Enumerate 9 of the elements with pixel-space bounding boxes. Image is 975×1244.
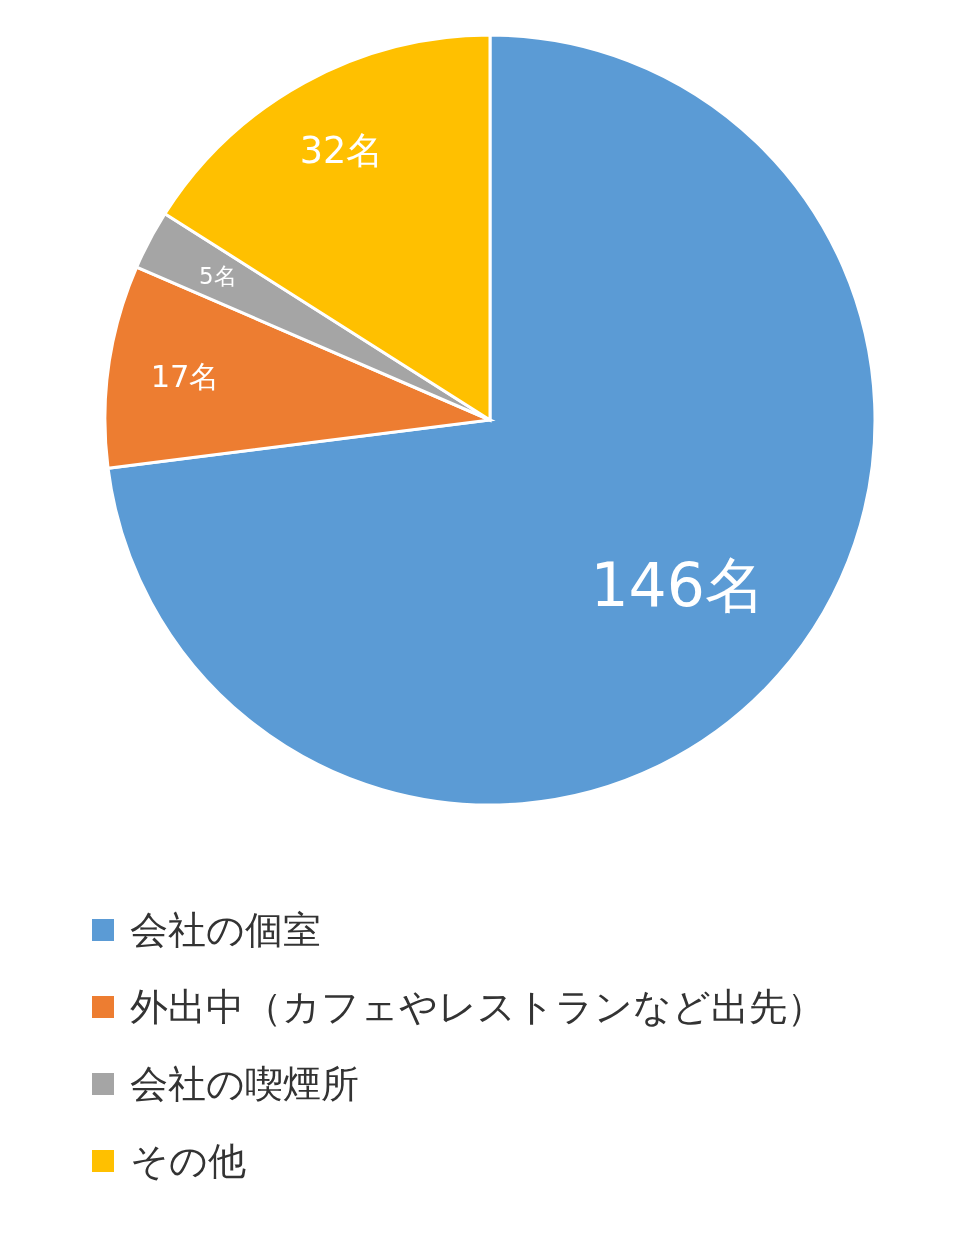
data-label: 32名 <box>299 128 384 172</box>
legend-label: 会社の個室 <box>130 908 321 952</box>
legend-label: その他 <box>130 1139 246 1183</box>
legend-label: 会社の喫煙所 <box>130 1062 359 1106</box>
data-label: 5名 <box>199 262 237 289</box>
data-label: 146名 <box>590 550 765 621</box>
pie-slice <box>106 33 877 807</box>
data-label: 17名 <box>150 359 220 395</box>
legend-label: 外出中（カフェやレストランなど出先） <box>130 985 825 1029</box>
